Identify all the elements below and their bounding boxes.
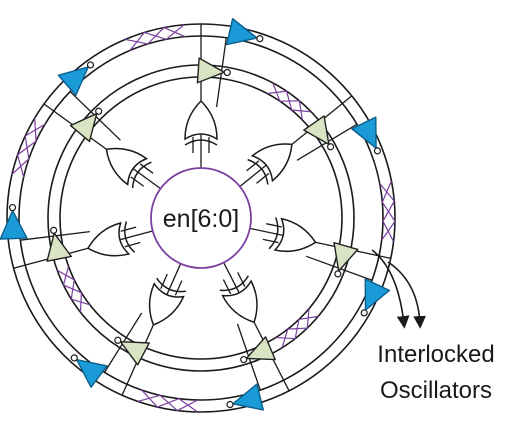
output-arrows bbox=[371, 249, 427, 329]
radial-wire bbox=[43, 103, 161, 190]
output-label-line2: Oscillators bbox=[380, 377, 492, 404]
triangle-buffer-icon bbox=[0, 203, 28, 240]
triangle-buffer-icon bbox=[225, 18, 264, 46]
radial-wire bbox=[13, 230, 153, 269]
crossover-wire bbox=[11, 118, 46, 178]
triangle-buffer-icon bbox=[69, 107, 103, 143]
crossover-wire bbox=[125, 24, 186, 51]
crossover-wire bbox=[267, 82, 312, 121]
output-label-line1: Interlocked bbox=[377, 341, 494, 368]
triangle-buffer-icon bbox=[114, 336, 150, 366]
xor-gate-icon bbox=[219, 271, 258, 324]
triangle-buffer-icon bbox=[226, 383, 264, 411]
arrow-down-icon bbox=[387, 261, 427, 329]
crossover-wire bbox=[379, 180, 396, 242]
xor-gate-icon bbox=[86, 221, 141, 257]
triangle-buffer-icon bbox=[57, 61, 95, 97]
arrow-down-icon bbox=[371, 249, 410, 329]
xor-gates bbox=[86, 99, 317, 326]
radial-wire bbox=[223, 262, 290, 392]
radial-wire bbox=[239, 95, 353, 188]
xor-gate-icon bbox=[184, 99, 218, 153]
xor-gate-icon bbox=[148, 273, 187, 326]
triangle-buffer-icon bbox=[333, 241, 359, 278]
triangle-buffer-icon bbox=[196, 57, 231, 84]
radial-wire bbox=[249, 227, 391, 259]
crossover-wire bbox=[275, 308, 319, 348]
inverter-buffers bbox=[0, 18, 391, 411]
triangle-buffer-icon bbox=[351, 116, 382, 155]
triangle-buffer-icon bbox=[360, 278, 391, 317]
enable-label: en[6:0] bbox=[163, 205, 239, 233]
triangle-buffer-icon bbox=[240, 336, 276, 364]
xor-gate-icon bbox=[262, 217, 317, 253]
triangle-buffer-icon bbox=[303, 115, 335, 151]
crossover-wires bbox=[11, 24, 396, 413]
xor-gate-icon bbox=[246, 143, 293, 185]
triangle-buffer-icon bbox=[46, 226, 73, 262]
triangle-buffer-icon bbox=[70, 354, 108, 388]
enable-bus-circle bbox=[150, 167, 252, 269]
radial-wire bbox=[121, 263, 182, 396]
crossover-wire bbox=[137, 389, 199, 413]
xor-gate-icon bbox=[105, 147, 154, 189]
crossover-wire bbox=[56, 266, 91, 313]
